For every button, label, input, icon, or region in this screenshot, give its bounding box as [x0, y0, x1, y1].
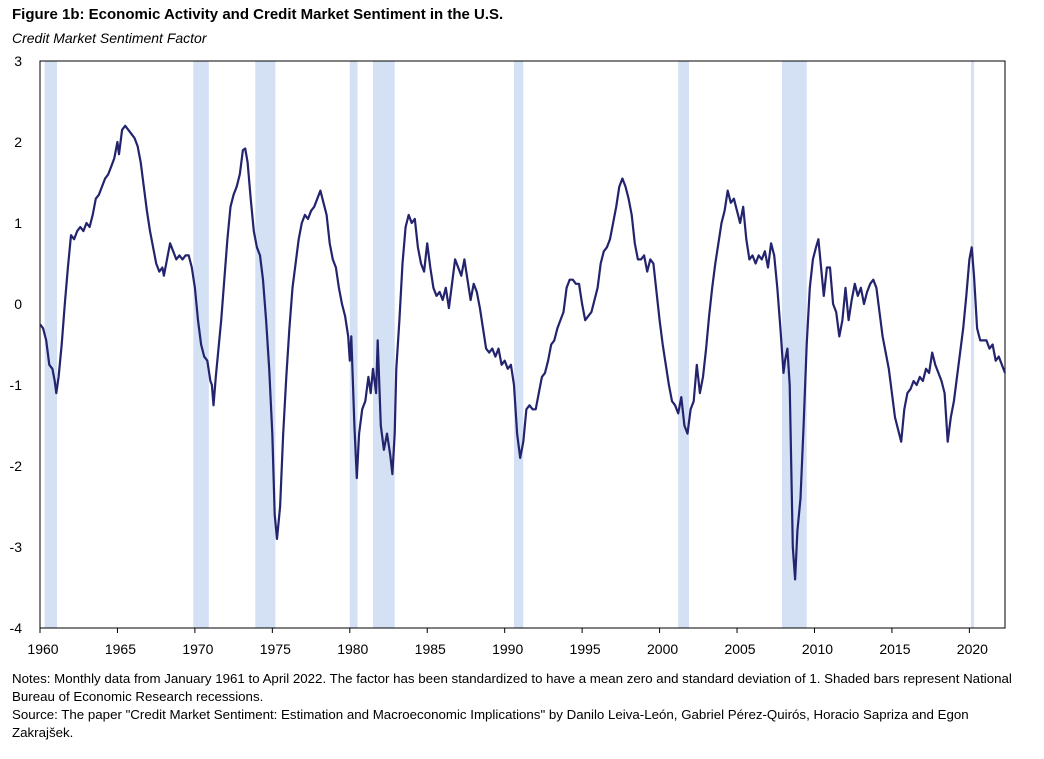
x-tick-label: 1960 — [27, 641, 58, 657]
y-tick-label: 0 — [14, 296, 22, 312]
x-tick-label: 2000 — [647, 641, 678, 657]
y-tick-label: 3 — [14, 53, 22, 69]
recession-bar — [513, 61, 524, 628]
recession-bar — [970, 61, 975, 628]
y-tick-label: -2 — [10, 458, 23, 474]
x-tick-label: 2005 — [724, 641, 755, 657]
chart-subtitle: Credit Market Sentiment Factor — [12, 30, 207, 46]
recession-bar — [44, 61, 58, 628]
series-line — [39, 124, 1007, 581]
recession-bar — [678, 61, 690, 628]
series-layer — [39, 124, 1007, 581]
y-tick-label: 1 — [14, 215, 22, 231]
x-tick-label: 1990 — [492, 641, 523, 657]
x-tick-label: 2015 — [879, 641, 910, 657]
x-tick-label: 1995 — [570, 641, 601, 657]
recession-bar — [373, 61, 395, 628]
plot-frame — [39, 60, 1006, 629]
y-tick-label: -3 — [10, 539, 23, 555]
chart-title: Figure 1b: Economic Activity and Credit … — [12, 6, 504, 23]
x-tick-label: 2020 — [957, 641, 988, 657]
source-text: Source: The paper "Credit Market Sentime… — [12, 707, 969, 740]
y-tick-label: -1 — [10, 377, 23, 393]
recession-bar — [255, 61, 276, 628]
x-tick-label: 1970 — [182, 641, 213, 657]
x-tick-label: 1985 — [415, 641, 446, 657]
x-tick-label: 1980 — [337, 641, 368, 657]
recession-bar — [781, 61, 807, 628]
chart-notes: Notes: Monthly data from January 1961 to… — [12, 670, 1032, 742]
x-tick-label: 1975 — [260, 641, 291, 657]
recession-bar — [349, 61, 358, 628]
y-tick-label: -4 — [10, 620, 23, 636]
notes-text: Notes: Monthly data from January 1961 to… — [12, 671, 1012, 704]
y-tick-label: 2 — [14, 134, 22, 150]
recession-bars — [44, 61, 975, 628]
x-tick-label: 2010 — [802, 641, 833, 657]
x-tick-label: 1965 — [105, 641, 136, 657]
